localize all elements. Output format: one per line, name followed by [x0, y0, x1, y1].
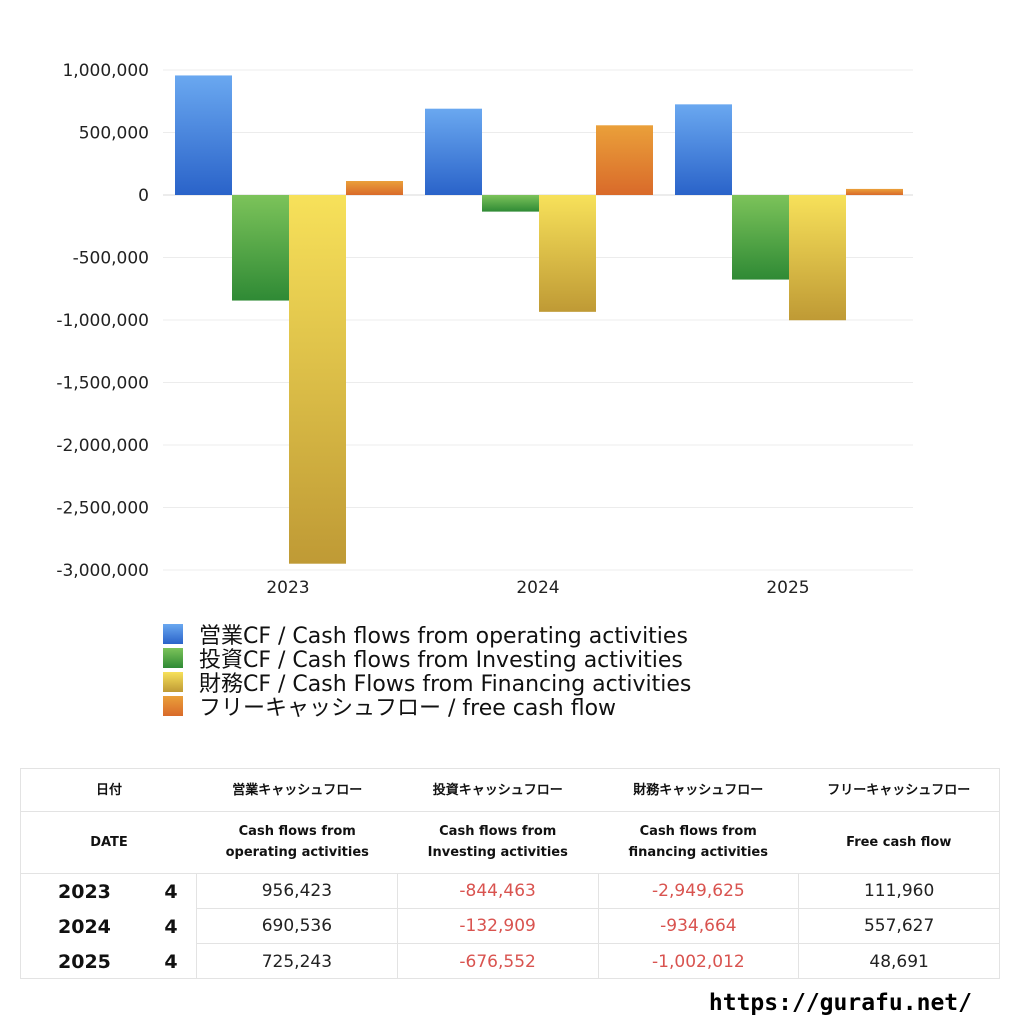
row-fcf: 111,960 [799, 874, 999, 909]
row-year: 2024 [58, 915, 111, 938]
table-row: 2023 4 956,423 -844,463 -2,949,625 111,9… [21, 874, 999, 909]
x-category-label: 2024 [516, 578, 559, 598]
row-operating: 956,423 [197, 874, 398, 909]
table-row: 2024 4 690,536 -132,909 -934,664 557,627 [21, 909, 999, 944]
row-investing: -844,463 [397, 874, 599, 909]
bar-investing-2024 [482, 195, 539, 212]
row-year: 2023 [58, 880, 111, 903]
bar-fcf-2024 [596, 125, 653, 195]
table-header-en: DATE Cash flows from operating activitie… [21, 811, 999, 874]
row-quarter: 4 [146, 909, 197, 944]
legend-item-financing: 財務CF / Cash Flows from Financing activit… [163, 670, 691, 697]
bar-financing-2023 [289, 195, 346, 564]
bar-operating-2025 [675, 104, 732, 195]
legend-swatch-investing [163, 648, 183, 668]
row-investing: -132,909 [397, 909, 599, 944]
x-axis-categories: 2023 2024 2025 [266, 578, 809, 598]
row-quarter: 4 [146, 944, 197, 979]
y-tick-label: -2,500,000 [56, 499, 149, 519]
y-tick-label: -3,000,000 [56, 561, 149, 581]
bars [175, 75, 903, 564]
header-fcf-en: Free cash flow [846, 834, 952, 850]
y-tick-label: -1,500,000 [56, 374, 149, 394]
bar-operating-2023 [175, 75, 232, 195]
row-operating: 725,243 [197, 944, 398, 979]
legend-label-free-cash-flow: フリーキャッシュフロー / free cash flow [199, 696, 617, 721]
x-category-label: 2023 [266, 578, 309, 598]
cash-flow-table: 日付 営業キャッシュフロー 投資キャッシュフロー 財務キャッシュフロー フリーキ… [20, 768, 1000, 979]
legend-item-investing: 投資CF / Cash flows from Investing activit… [163, 646, 691, 673]
legend-label-investing: 投資CF / Cash flows from Investing activit… [199, 648, 683, 673]
header-date-jp: 日付 [95, 782, 122, 798]
legend-label-operating: 営業CF / Cash flows from operating activit… [199, 624, 688, 649]
bar-financing-2025 [789, 195, 846, 321]
bar-fcf-2023 [346, 181, 403, 195]
header-investing-en: Cash flows from Investing activities [427, 824, 568, 860]
y-tick-label: -1,000,000 [56, 311, 149, 331]
header-investing-jp: 投資キャッシュフロー [432, 782, 563, 798]
header-date-en: DATE [90, 834, 128, 850]
x-category-label: 2025 [766, 578, 809, 598]
header-operating-jp: 営業キャッシュフロー [232, 782, 363, 798]
cash-flow-chart: 1,000,000 500,000 0 -500,000 -1,000,000 -1,50… [56, 61, 913, 598]
y-tick-label: 0 [138, 186, 149, 206]
row-financing: -1,002,012 [599, 944, 800, 979]
y-tick-label: 1,000,000 [62, 61, 149, 81]
row-quarter: 4 [146, 874, 197, 909]
row-year: 2025 [58, 950, 111, 973]
footer-url-link[interactable]: https://gurafu.net/ [708, 990, 972, 1016]
y-tick-label: -2,000,000 [56, 436, 149, 456]
table-row: 2025 4 725,243 -676,552 -1,002,012 48,69… [21, 944, 999, 979]
legend-label-financing: 財務CF / Cash Flows from Financing activit… [199, 672, 692, 697]
chart-legend: 営業CF / Cash flows from operating activit… [163, 622, 691, 721]
bar-investing-2025 [732, 195, 789, 280]
legend-item-operating: 営業CF / Cash flows from operating activit… [163, 622, 691, 649]
bar-operating-2024 [425, 108, 482, 195]
header-fcf-jp: フリーキャッシュフロー [827, 782, 971, 798]
row-operating: 690,536 [197, 909, 398, 944]
row-fcf: 557,627 [799, 909, 999, 944]
row-fcf: 48,691 [869, 951, 929, 972]
legend-item-free-cash-flow: フリーキャッシュフロー / free cash flow [163, 694, 691, 721]
row-financing: -2,949,625 [598, 874, 800, 909]
bar-financing-2024 [539, 195, 596, 312]
bar-investing-2023 [232, 195, 289, 301]
header-financing-jp: 財務キャッシュフロー [633, 782, 764, 798]
y-tick-label: 500,000 [79, 124, 149, 144]
y-axis-ticks: 1,000,000 500,000 0 -500,000 -1,000,000 -1,50… [56, 61, 149, 581]
row-financing: -934,664 [598, 909, 800, 944]
row-investing: -676,552 [398, 944, 599, 979]
legend-swatch-operating [163, 624, 183, 644]
header-financing-en: Cash flows from financing activities [628, 824, 768, 860]
legend-swatch-free-cash-flow [163, 696, 183, 716]
header-operating-en: Cash flows from operating activities [225, 824, 369, 860]
y-tick-label: -500,000 [73, 249, 149, 269]
bar-fcf-2025 [846, 188, 903, 195]
legend-swatch-financing [163, 672, 183, 692]
table-header-jp: 日付 営業キャッシュフロー 投資キャッシュフロー 財務キャッシュフロー フリーキ… [21, 769, 999, 812]
